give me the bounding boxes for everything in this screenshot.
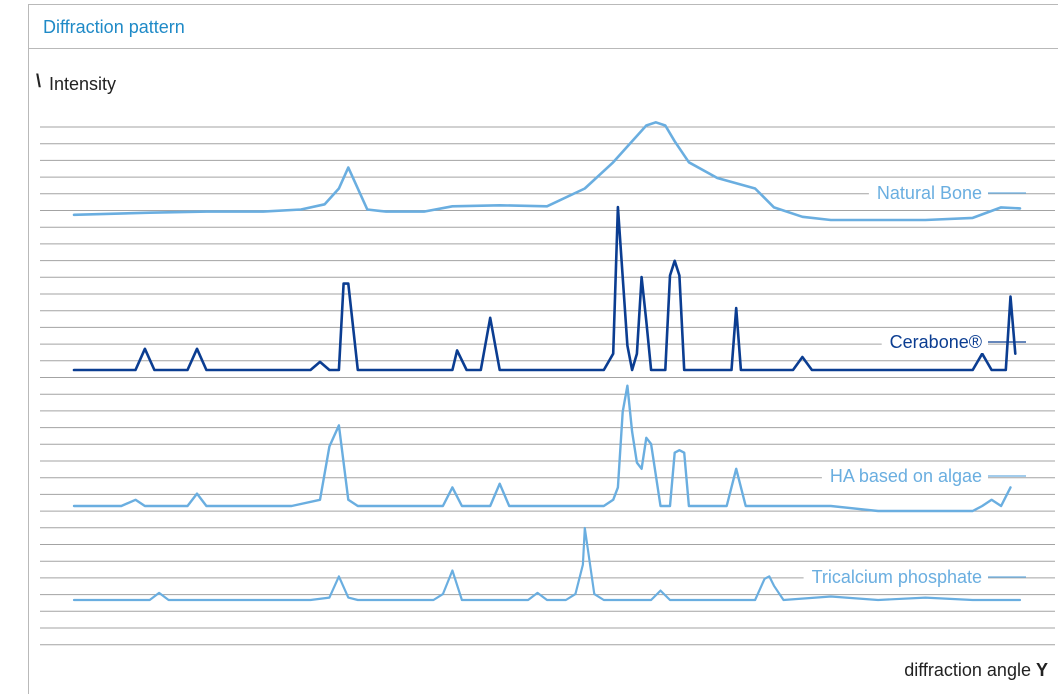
- series-label-bg-0: [868, 182, 988, 204]
- series-label-1: Cerabone®: [890, 332, 982, 352]
- x-axis-label: diffraction angle Y: [904, 660, 1048, 681]
- y-axis-text: Intensity: [49, 74, 117, 94]
- chart-title: Diffraction pattern: [43, 17, 185, 37]
- series-layer: Natural Bone Cerabone® HA based on algae Tr…: [72, 121, 1026, 602]
- y-axis-label: \ Intensity: [36, 71, 117, 95]
- series-line-1: [72, 205, 1017, 372]
- chart-frame: [28, 4, 1058, 694]
- series-line-2: [72, 384, 1012, 513]
- series-label-bg-2: [821, 465, 988, 487]
- x-axis-mark: Y: [1035, 660, 1048, 680]
- series-label-3: Tricalcium phosphate: [812, 567, 982, 587]
- chart-header: Diffraction pattern: [29, 5, 1058, 49]
- series-label-2: HA based on algae: [830, 466, 982, 486]
- x-axis-text: diffraction angle: [904, 660, 1031, 680]
- series-label-0: Natural Bone: [877, 183, 982, 203]
- series-label-bg-3: [803, 566, 988, 588]
- series-line-0: [72, 121, 1022, 222]
- y-axis-mark: \: [36, 71, 42, 91]
- grid-lines: [40, 126, 1055, 646]
- series-line-3: [72, 526, 1022, 602]
- series-label-bg-1: [881, 331, 988, 353]
